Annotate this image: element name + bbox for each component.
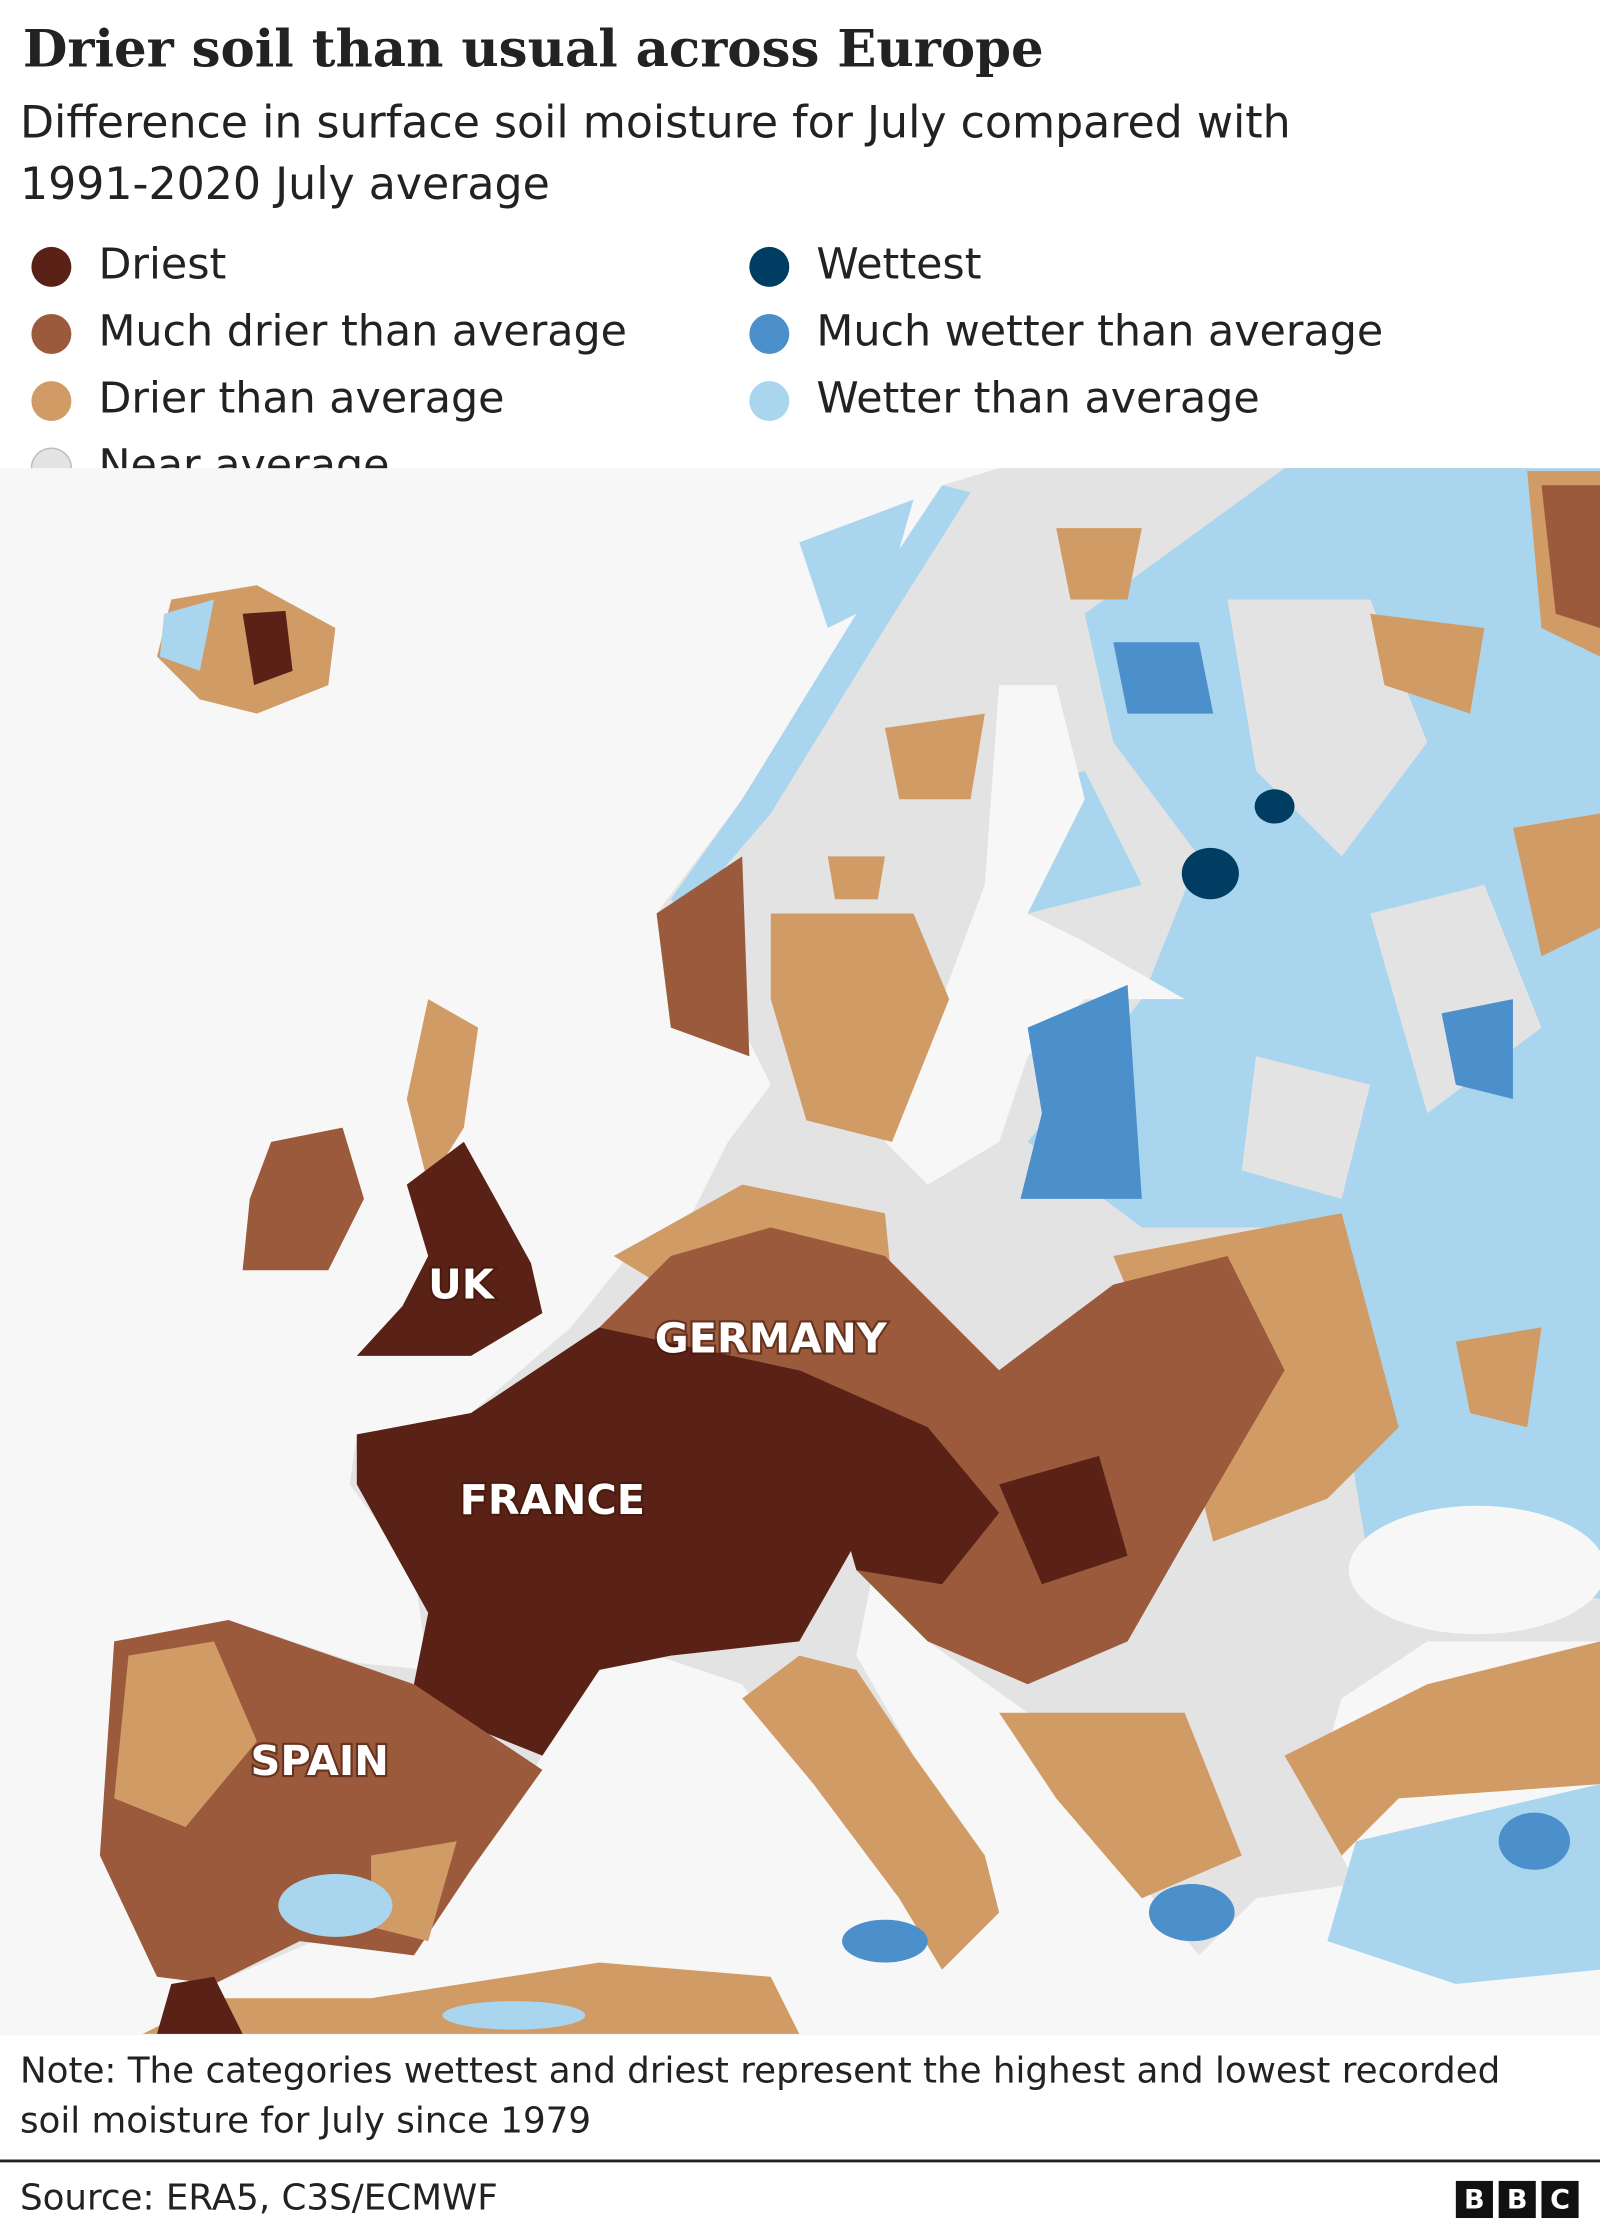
wettest-spot bbox=[1254, 789, 1295, 824]
legend-swatch bbox=[31, 246, 72, 287]
much-drier-region bbox=[1541, 485, 1600, 629]
logo-letter: B bbox=[1507, 2184, 1528, 2215]
note: soil moisture for July since 1979 bbox=[20, 2100, 591, 2141]
legend-swatch bbox=[749, 314, 790, 354]
legend-label: Much wetter than average bbox=[816, 306, 1383, 356]
ireland bbox=[242, 1127, 364, 1271]
wet-region bbox=[1027, 468, 1600, 1599]
driest-region bbox=[356, 1327, 857, 1756]
drier-region bbox=[884, 471, 1600, 1428]
source: Source: ERA5, C3S/ECMWF bbox=[20, 2177, 498, 2218]
much-drier-region bbox=[656, 856, 750, 1057]
subtitle: 1991-2020 July average bbox=[20, 159, 550, 210]
wet-region bbox=[278, 1874, 393, 1937]
logo-letter: B bbox=[1464, 2184, 1485, 2215]
title: Drier soil than usual across Europe bbox=[23, 19, 1044, 79]
drier-region bbox=[114, 1641, 457, 1942]
map-label: UK bbox=[428, 1260, 496, 1308]
logo-box bbox=[1498, 2180, 1536, 2219]
much-wetter-region bbox=[1498, 1812, 1571, 1870]
map-label: GERMANY bbox=[655, 1315, 888, 1363]
iceland-wet bbox=[159, 599, 215, 671]
map-label: SPAIN bbox=[251, 1737, 389, 1785]
note: Note: The categories wettest and driest … bbox=[20, 2050, 1500, 2091]
wet-region bbox=[442, 2001, 586, 2030]
driest-region bbox=[157, 1976, 243, 2034]
logo-box bbox=[1455, 2180, 1493, 2219]
drier-region bbox=[142, 1962, 800, 2034]
driest-region bbox=[799, 1370, 1128, 1585]
much-wetter-region bbox=[1020, 642, 1513, 1199]
iceland-driest bbox=[242, 610, 293, 686]
subtitle: Difference in surface soil moisture for … bbox=[20, 98, 1291, 149]
legend-label: Drier than average bbox=[98, 374, 504, 424]
logo-letter: C bbox=[1550, 2184, 1570, 2215]
drier-region bbox=[742, 1641, 1600, 1970]
logo-box bbox=[1541, 2180, 1579, 2219]
map: UK GERMANY FRANCE SPAIN bbox=[0, 468, 1600, 2036]
much-wetter-region bbox=[1148, 1884, 1235, 1942]
legend-swatch bbox=[749, 246, 790, 287]
map-label: FRANCE bbox=[460, 1476, 645, 1524]
legend-label: Wetter than average bbox=[816, 374, 1259, 424]
legend-swatch bbox=[31, 381, 72, 422]
black-sea bbox=[1348, 1505, 1600, 1635]
drier-region bbox=[770, 856, 950, 1142]
legend-label: Driest bbox=[98, 239, 226, 289]
legend-swatch bbox=[31, 314, 72, 354]
much-wetter-region bbox=[842, 1919, 928, 1963]
legend-label: Wettest bbox=[816, 239, 981, 289]
scotland bbox=[406, 999, 479, 1185]
wettest-spot bbox=[1181, 847, 1239, 900]
legend-swatch bbox=[749, 381, 790, 422]
norway-coast bbox=[670, 485, 971, 914]
uk bbox=[356, 1141, 543, 1356]
legend-label: Much drier than average bbox=[98, 306, 627, 356]
baltic-sea bbox=[884, 685, 1185, 1185]
